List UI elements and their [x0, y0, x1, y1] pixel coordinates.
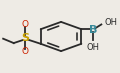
Text: O: O [22, 20, 29, 29]
Text: OH: OH [104, 18, 117, 27]
Text: S: S [21, 33, 29, 43]
Text: O: O [22, 47, 29, 56]
Text: OH: OH [87, 43, 100, 52]
Text: B: B [89, 25, 97, 35]
